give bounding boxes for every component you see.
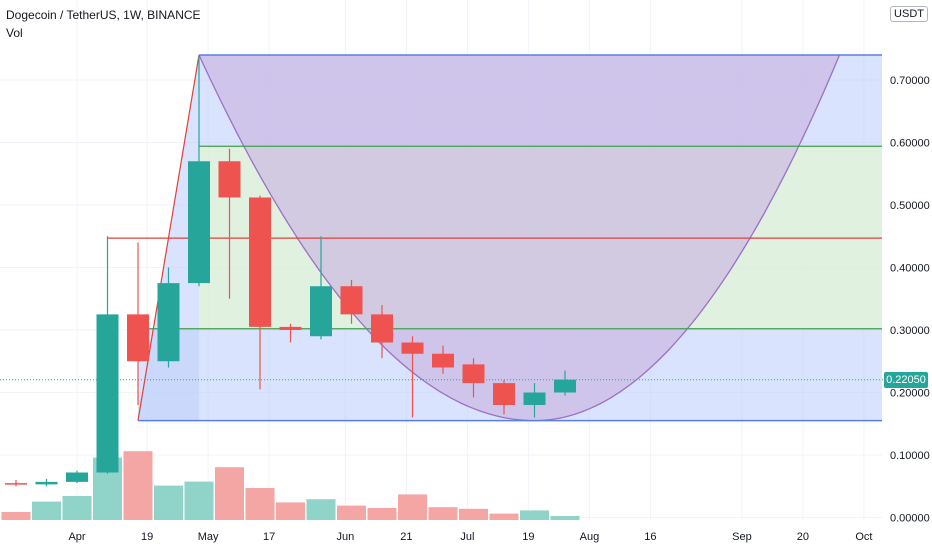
volume-bar <box>337 505 366 520</box>
volume-bar <box>62 496 92 520</box>
y-tick-label: 0.20000 <box>890 388 930 400</box>
candle-body[interactable] <box>5 483 27 485</box>
symbol-label[interactable]: Dogecoin / TetherUS, 1W, BINANCE <box>6 8 201 22</box>
volume-bar <box>520 510 549 520</box>
volume-bar <box>245 488 275 520</box>
candle-body[interactable] <box>66 472 88 482</box>
candle-body[interactable] <box>127 314 149 362</box>
volume-bar <box>489 513 519 520</box>
volume-bar <box>306 499 336 520</box>
volume-bar <box>550 516 580 520</box>
y-tick-label: 0.40000 <box>890 263 930 275</box>
x-tick-label: 16 <box>644 531 656 543</box>
candle-body[interactable] <box>523 392 546 406</box>
x-tick-label: Jun <box>337 531 355 543</box>
candle-body[interactable] <box>462 364 485 384</box>
candle-body[interactable] <box>554 379 576 393</box>
x-tick-label: May <box>198 531 219 543</box>
candle-body[interactable] <box>188 161 210 284</box>
candle-body[interactable] <box>432 353 454 368</box>
x-tick-label: 17 <box>263 531 275 543</box>
volume-bar <box>459 508 488 520</box>
y-tick-label: 0.70000 <box>890 75 930 87</box>
candle-body[interactable] <box>310 286 332 337</box>
candle-body[interactable] <box>340 286 363 315</box>
candle-body[interactable] <box>96 314 119 473</box>
currency-button[interactable]: USDT <box>890 6 928 22</box>
y-tick-label: 0.00000 <box>890 513 930 525</box>
candle-body[interactable] <box>218 161 241 198</box>
y-tick-label: 0.50000 <box>890 200 930 212</box>
x-tick-label: 19 <box>141 531 153 543</box>
x-tick-label: Apr <box>68 531 85 543</box>
candle-body[interactable] <box>279 326 302 330</box>
volume-bar <box>123 451 153 520</box>
x-tick-label: 19 <box>522 531 534 543</box>
volume-bar <box>428 507 458 520</box>
y-tick-label: 0.30000 <box>890 325 930 337</box>
x-tick-label: Aug <box>580 531 600 543</box>
candle-body[interactable] <box>371 314 393 343</box>
y-tick-label: 0.60000 <box>890 138 930 150</box>
chart-legend: Dogecoin / TetherUS, 1W, BINANCE Vol <box>6 6 201 42</box>
volume-bar <box>1 512 31 520</box>
candle-body[interactable] <box>493 383 515 405</box>
volume-bar <box>32 501 61 520</box>
volume-bar <box>215 467 244 520</box>
last-price-tag: 0.22050 <box>884 371 928 388</box>
candle-body[interactable] <box>35 481 58 485</box>
volume-label[interactable]: Vol <box>6 26 23 40</box>
volume-bar <box>276 502 305 520</box>
volume-bar <box>398 494 427 520</box>
volume-bar <box>184 481 214 520</box>
x-tick-label: 20 <box>797 531 809 543</box>
x-tick-label: 21 <box>400 531 412 543</box>
candle-body[interactable] <box>157 283 180 362</box>
volume-bar <box>367 508 397 520</box>
x-tick-label: Oct <box>855 531 872 543</box>
candle-body[interactable] <box>249 197 271 327</box>
candle-body[interactable] <box>401 342 424 354</box>
x-tick-label: Jul <box>460 531 474 543</box>
volume-bar <box>154 485 183 520</box>
y-tick-label: 0.10000 <box>890 450 930 462</box>
x-tick-label: Sep <box>732 531 752 543</box>
